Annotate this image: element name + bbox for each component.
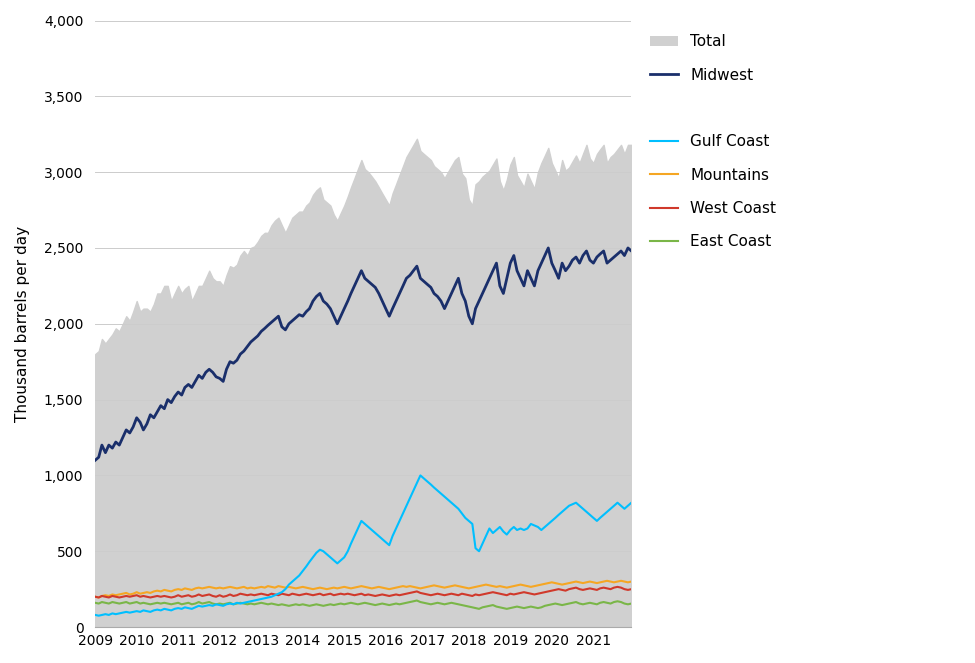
Legend: Total, Midwest, , Gulf Coast, Mountains, West Coast, East Coast: Total, Midwest, , Gulf Coast, Mountains,… — [644, 28, 782, 255]
Y-axis label: Thousand barrels per day: Thousand barrels per day — [15, 225, 30, 422]
